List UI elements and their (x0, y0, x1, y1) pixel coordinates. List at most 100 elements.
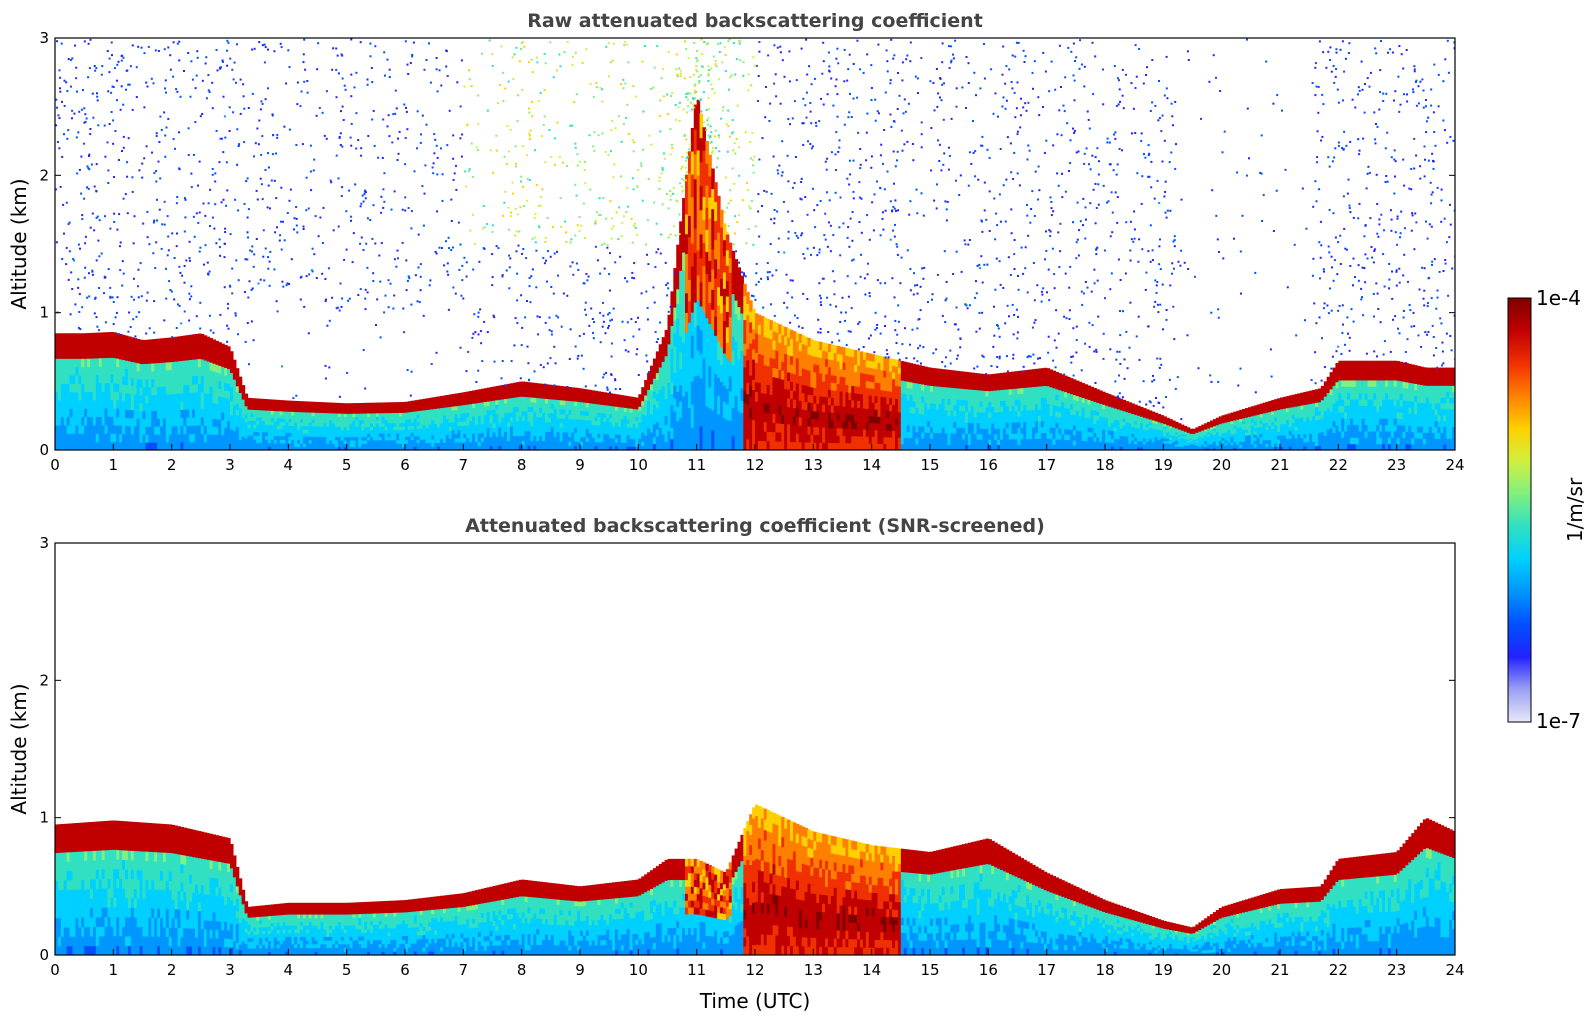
heatmap-cell (652, 410, 657, 418)
heatmap-cell (332, 409, 336, 414)
heatmap-cell (766, 356, 771, 367)
heatmap-cell (221, 404, 225, 413)
heatmap-cell (810, 339, 814, 348)
heatmap-cell (60, 399, 65, 409)
heatmap-cell (638, 438, 642, 443)
heatmap-cell (600, 441, 604, 447)
heatmap-cell (183, 441, 187, 450)
heatmap-cell (448, 398, 453, 404)
heatmap-cell (495, 427, 499, 433)
heatmap-cell (256, 427, 260, 433)
heatmap-cell (145, 410, 149, 420)
heatmap-cell (300, 443, 304, 448)
heatmap-cell (125, 392, 129, 402)
heatmap-cell (807, 378, 812, 387)
heatmap-cell (562, 431, 567, 437)
heatmap-cell (352, 419, 357, 424)
heatmap-cell (116, 383, 120, 393)
heatmap-cell (588, 398, 593, 404)
heatmap-cell (623, 395, 628, 401)
heatmap-cell (629, 442, 634, 447)
heatmap-cell (92, 332, 97, 342)
heatmap-cell (160, 370, 164, 379)
heatmap-cell (755, 381, 759, 393)
heatmap-cell (55, 333, 59, 343)
heatmap-cell (603, 441, 607, 447)
heatmap-cell (197, 358, 202, 368)
heatmap-cell (676, 362, 680, 378)
heatmap-cell (542, 398, 546, 404)
heatmap-cell (781, 405, 785, 416)
heatmap-cell (381, 429, 386, 434)
heatmap-cell (253, 442, 257, 447)
heatmap-cell (804, 433, 809, 443)
heatmap-cell (477, 432, 482, 438)
heatmap-cell (623, 418, 628, 424)
heatmap-cell (810, 434, 814, 443)
heatmap-cell (585, 393, 590, 399)
heatmap-cell (629, 438, 634, 443)
heatmap-cell (685, 371, 689, 392)
heatmap-cell (343, 443, 348, 448)
heatmap-cell (116, 416, 120, 426)
heatmap-cell (524, 430, 529, 436)
heatmap-cell (364, 416, 368, 421)
heatmap-cell (288, 446, 292, 450)
heatmap-cell (221, 358, 225, 367)
heatmap-cell (553, 426, 558, 433)
heatmap-cell (775, 440, 779, 450)
heatmap-cell (384, 446, 389, 450)
heatmap-cell (370, 416, 374, 421)
heatmap-cell (300, 436, 304, 441)
heatmap-cell (180, 360, 184, 370)
heatmap-cell (81, 399, 85, 409)
heatmap-cell (615, 414, 619, 419)
heatmap-cell (606, 396, 610, 402)
heatmap-cell (670, 291, 674, 304)
heatmap-cell (792, 399, 797, 409)
heatmap-cell (148, 394, 152, 404)
heatmap-cell (518, 386, 523, 392)
heatmap-cell (378, 409, 383, 414)
heatmap-cell (734, 395, 739, 410)
heatmap-cell (577, 427, 581, 433)
heatmap-cell (119, 416, 123, 426)
heatmap-cell (410, 407, 415, 412)
heatmap-cell (180, 384, 184, 394)
heatmap-cell (57, 374, 62, 384)
heatmap-cell (60, 416, 65, 426)
heatmap-cell (244, 393, 249, 399)
heatmap-cell (200, 425, 205, 435)
heatmap-cell (98, 399, 103, 409)
heatmap-cell (813, 348, 817, 357)
heatmap-cell (189, 441, 193, 450)
heatmap-cell (647, 444, 651, 450)
heatmap-cell (244, 421, 249, 427)
heatmap-cell (766, 431, 771, 442)
heatmap-cell (720, 432, 724, 450)
heatmap-cell (183, 376, 187, 386)
heatmap-cell (224, 344, 228, 354)
heatmap-cell (673, 294, 677, 308)
heatmap-cell (682, 270, 686, 289)
heatmap-cell (515, 391, 520, 398)
heatmap-cell (262, 402, 266, 407)
heatmap-cell (594, 445, 599, 450)
heatmap-cell (314, 415, 319, 420)
heatmap-cell (323, 429, 327, 434)
heatmap-cell (308, 422, 313, 427)
heatmap-cell (460, 396, 464, 402)
heatmap-cell (428, 446, 432, 450)
heatmap-cell (658, 397, 663, 406)
heatmap-cell (98, 332, 103, 342)
heatmap-cell (687, 385, 692, 408)
heatmap-cell (337, 419, 342, 424)
heatmap-cell (232, 437, 237, 445)
heatmap-cell (775, 377, 779, 388)
heatmap-cell (375, 416, 380, 421)
heatmap-cell (582, 388, 587, 394)
heatmap-cell (180, 392, 184, 402)
heatmap-cell (448, 414, 453, 419)
heatmap-cell (407, 401, 412, 406)
heatmap-cell (66, 433, 71, 443)
